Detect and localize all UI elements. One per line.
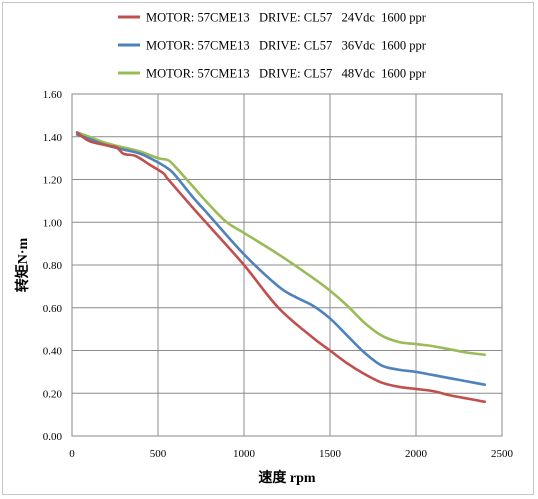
x-tick-label: 1500 <box>319 448 342 460</box>
series-line-36vdc <box>75 133 487 386</box>
x-tick-label: 2000 <box>405 448 428 460</box>
y-tick-label: 0.60 <box>43 303 63 315</box>
legend-label-24vdc: MOTOR: 57CME13 DRIVE: CL57 24Vdc 1600 pp… <box>146 11 427 25</box>
y-tick-label: 0.20 <box>43 388 63 400</box>
y-tick-label: 1.40 <box>43 132 63 144</box>
y-tick-label: 1.60 <box>43 89 63 101</box>
x-axis-label: 速度 rpm <box>258 469 315 486</box>
x-tick-label: 0 <box>69 448 75 460</box>
legend-label-36vdc: MOTOR: 57CME13 DRIVE: CL57 36Vdc 1600 pp… <box>146 39 427 53</box>
plot-area-border <box>71 93 503 437</box>
series-line-48vdc <box>75 131 487 357</box>
tick-labels: 0.00 0.20 0.40 0.60 0.80 1.00 1.20 1.40 1.60 0 500… <box>43 89 514 460</box>
series-lines <box>75 131 487 404</box>
x-tick-label: 500 <box>150 448 167 460</box>
legend: MOTOR: 57CME13 DRIVE: CL57 24Vdc 1600 pp… <box>118 11 427 81</box>
legend-label-48vdc: MOTOR: 57CME13 DRIVE: CL57 48Vdc 1600 pp… <box>146 67 427 81</box>
y-tick-label: 1.20 <box>43 175 63 187</box>
x-tick-label: 2500 <box>491 448 514 460</box>
y-tick-label: 0.40 <box>43 346 63 358</box>
x-tick-label: 1000 <box>233 448 256 460</box>
axes <box>71 93 503 437</box>
grid <box>72 94 502 436</box>
series-line-24vdc <box>75 131 487 404</box>
y-tick-label: 0.80 <box>43 260 63 272</box>
y-tick-label: 0.00 <box>43 431 63 443</box>
y-axis-label: 转矩N·m <box>14 237 31 292</box>
y-tick-label: 1.00 <box>43 217 63 229</box>
